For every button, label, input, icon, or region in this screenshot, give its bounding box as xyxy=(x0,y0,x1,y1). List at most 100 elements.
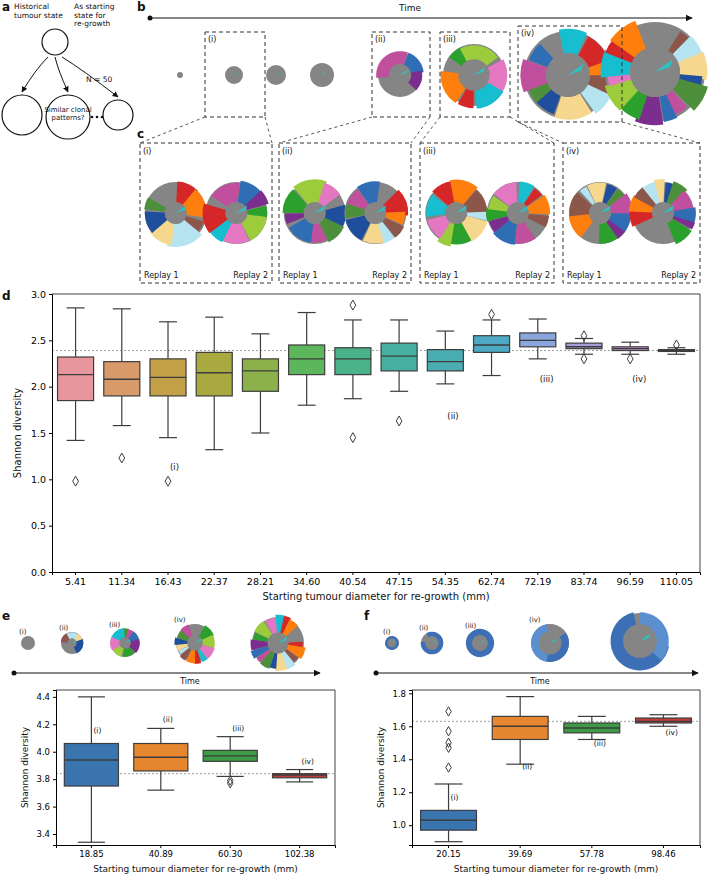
outlier xyxy=(581,354,587,364)
outlier xyxy=(350,300,356,310)
label: (iii) xyxy=(443,35,456,44)
tick-mark xyxy=(53,724,56,725)
whisker-cap-high xyxy=(390,319,408,320)
whisker-cap-low xyxy=(113,425,131,426)
clone-sector xyxy=(610,612,669,670)
tumour-body xyxy=(344,182,406,244)
tumour-image xyxy=(251,615,306,671)
clone-streak xyxy=(236,205,247,213)
tumour-core xyxy=(623,624,657,658)
label-line: re-growth xyxy=(74,19,111,28)
connector xyxy=(411,117,430,143)
y-tick: 2.0 xyxy=(31,381,52,392)
label: Starting tumour diameter for re-growth (… xyxy=(93,864,297,874)
outlier xyxy=(350,433,356,443)
x-axis: 18.8540.8960.30102.38 xyxy=(57,845,336,859)
clone-sector xyxy=(194,650,201,664)
whisker-high xyxy=(445,331,446,350)
label: (i) xyxy=(143,147,151,156)
tumour-image xyxy=(203,181,269,244)
stage-box xyxy=(140,143,272,283)
figure: aHistoricaltumour stateAs startingstate … xyxy=(0,0,708,882)
axis-line xyxy=(53,691,57,846)
whisker-cap-high xyxy=(78,696,105,697)
tumour-image xyxy=(601,21,708,125)
whisker-high xyxy=(448,784,449,810)
tick-label: 102.38 xyxy=(285,849,315,859)
x-tick: 16.43 xyxy=(154,572,181,587)
y-tick: 4.4 xyxy=(36,692,56,702)
tick-mark xyxy=(491,572,492,575)
tumour-image xyxy=(441,44,508,109)
clone-sector xyxy=(427,216,450,239)
y-tick: 4.0 xyxy=(36,747,56,757)
x-tick: 39.69 xyxy=(508,845,532,859)
clone-sector xyxy=(527,195,550,214)
tumour-body xyxy=(531,624,569,662)
tumour-core xyxy=(271,70,281,80)
tick-label: 4.4 xyxy=(36,692,50,702)
connector xyxy=(518,122,563,143)
y-tick: 1.0 xyxy=(31,474,52,485)
label: e xyxy=(2,609,10,623)
clone-streak xyxy=(180,74,181,76)
x-tick: 110.05 xyxy=(660,572,693,587)
tumour-core xyxy=(165,202,187,224)
whisker-high xyxy=(520,697,521,717)
label: Replay 2 xyxy=(233,271,268,280)
box xyxy=(421,810,477,830)
axis-line xyxy=(53,573,701,576)
whisker-cap-high xyxy=(251,333,269,334)
median xyxy=(381,355,417,356)
box xyxy=(564,723,620,733)
label: Shannon diversity xyxy=(12,388,23,478)
median xyxy=(335,358,371,359)
label-line: Similar clonal xyxy=(44,106,91,114)
tumour-image xyxy=(629,179,696,244)
tumour-image xyxy=(425,180,488,247)
label: Replay 1 xyxy=(424,271,459,280)
tick-mark xyxy=(520,845,521,848)
tumour-body xyxy=(421,632,443,654)
label: Similar clonalpatterns? xyxy=(44,106,91,122)
tick-mark xyxy=(260,572,261,575)
clone-sector xyxy=(265,617,278,634)
frame xyxy=(700,294,701,572)
tick-mark xyxy=(160,845,161,848)
connector xyxy=(510,117,554,143)
label: (i) xyxy=(93,726,101,735)
outlier xyxy=(446,707,451,716)
tick-label: 83.74 xyxy=(570,576,597,587)
whisker-cap-high xyxy=(575,338,593,339)
outlier xyxy=(446,738,451,747)
whisker-high xyxy=(537,319,538,333)
label: (iv) xyxy=(632,374,646,384)
x-tick: 28.21 xyxy=(247,572,274,587)
box xyxy=(381,343,417,371)
arrow xyxy=(55,57,68,92)
tick-mark xyxy=(49,340,52,341)
whisker-high xyxy=(167,322,168,359)
whisker-low xyxy=(306,375,307,406)
median xyxy=(64,759,118,760)
tumour-body xyxy=(385,636,399,650)
whisker-high xyxy=(591,716,592,723)
clone-streak xyxy=(176,205,187,213)
whisker-cap-high xyxy=(529,318,547,319)
tick-label: 1.6 xyxy=(392,721,406,731)
label: (ii) xyxy=(282,147,293,156)
tick-label: 3.8 xyxy=(36,774,50,784)
whisker-high xyxy=(299,770,300,774)
x-axis: 20.1539.6957.7898.46 xyxy=(413,845,701,859)
whisker-cap-low xyxy=(67,440,85,441)
tumour-body xyxy=(21,636,35,650)
tumour-core xyxy=(119,637,130,648)
y-tick: 3.0 xyxy=(31,289,52,300)
tick-label: 1.2 xyxy=(392,787,406,797)
y-tick: 1.0 xyxy=(392,820,412,830)
clone-streak xyxy=(276,73,280,76)
tick-mark xyxy=(352,572,353,575)
clone-streak xyxy=(456,205,467,213)
outlier xyxy=(446,763,451,772)
whisker-high xyxy=(352,320,353,348)
